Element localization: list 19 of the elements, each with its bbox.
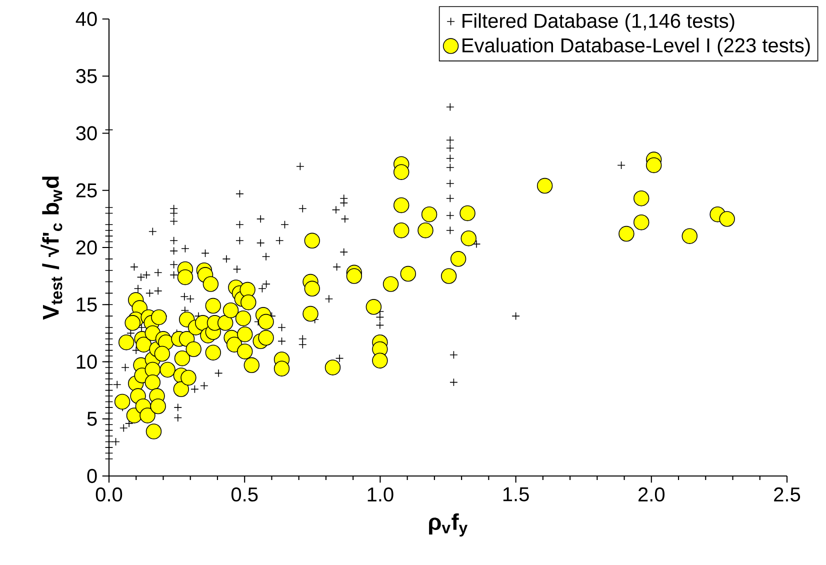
x-tick-label: 2.5 <box>774 487 800 502</box>
y-tick-label: 20 <box>76 240 97 255</box>
y-tick-label: 10 <box>76 354 97 369</box>
x-tick-label: 0.0 <box>96 487 122 502</box>
y-tick-label: 0 <box>87 468 97 484</box>
x-tick-label: 1.5 <box>503 487 529 502</box>
y-tick-label: 30 <box>76 126 97 140</box>
y-tick-label: 40 <box>76 12 97 26</box>
text: ρ$_{v}$f$_{y}$ <box>429 513 468 537</box>
y-tick-label: 15 <box>76 298 97 312</box>
x-tick-label: 1.0 <box>368 487 394 502</box>
legend-label: Evaluation Database-Level I (223 tests) <box>462 38 810 56</box>
text: V$_{test}$ / √f'$_{c}$ b$_{w}$d <box>40 176 62 320</box>
x-tick-label: 2.0 <box>638 487 665 502</box>
y-tick-label: 35 <box>76 69 97 84</box>
y-tick-label: 25 <box>76 183 97 198</box>
legend-label: Filtered Database (1,146 tests) <box>462 13 734 32</box>
x-tick-label: 0.5 <box>231 487 258 502</box>
y-tick-label: 5 <box>87 412 97 426</box>
